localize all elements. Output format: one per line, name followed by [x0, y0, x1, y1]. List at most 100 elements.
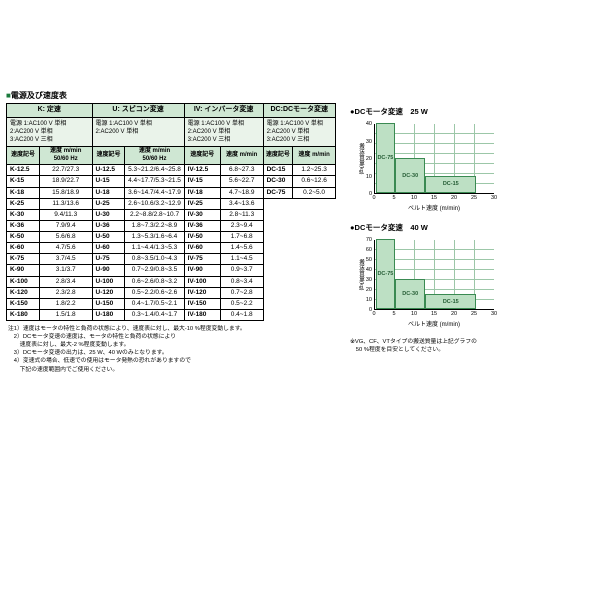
- code-cell: U-180: [92, 309, 125, 320]
- value-cell: 5.6~22.7: [220, 176, 263, 187]
- value-cell: 2.8/3.4: [39, 276, 92, 287]
- value-cell: 3.7/4.5: [39, 254, 92, 265]
- x-tick: 15: [431, 311, 437, 317]
- y-tick: 0: [362, 191, 372, 197]
- power-speed-table: K: 定速U: スピコン変速IV: インバータ変速DC:DCモータ変速電源 1:…: [6, 103, 336, 321]
- sub-header: 速度記号: [263, 147, 293, 165]
- x-axis-label: ベルト速度 (m/min): [374, 319, 494, 328]
- code-cell: U-60: [92, 243, 125, 254]
- value-cell: 0.6~2.6/0.8~3.2: [125, 276, 184, 287]
- code-cell: K-25: [7, 198, 40, 209]
- code-cell: U-15: [92, 176, 125, 187]
- value-cell: 0.2~5.0: [293, 187, 336, 198]
- value-cell: 2.2~8.8/2.8~10.7: [125, 209, 184, 220]
- value-cell: 0.7~2.9/0.8~3.5: [125, 265, 184, 276]
- code-cell: K-15: [7, 176, 40, 187]
- code-cell: U-100: [92, 276, 125, 287]
- y-tick: 50: [362, 257, 372, 263]
- code-cell: IV-150: [184, 298, 220, 309]
- power-lines: 電源 1:AC100 V 単相2:AC200 V 単相: [92, 118, 184, 147]
- power-lines: 電源 1:AC100 V 単相2:AC200 V 単相3:AC200 V 三相: [184, 118, 263, 147]
- group-header: IV: インバータ変速: [184, 104, 263, 118]
- x-tick: 20: [451, 311, 457, 317]
- code-cell: U-30: [92, 209, 125, 220]
- y-tick: 20: [362, 287, 372, 293]
- code-cell: U-25: [92, 198, 125, 209]
- value-cell: 18.9/22.7: [39, 176, 92, 187]
- table-row: K-2511.3/13.6U-252.6~10.6/3.2~12.9IV-253…: [7, 198, 336, 209]
- code-cell: K-60: [7, 243, 40, 254]
- y-tick: 20: [362, 156, 372, 162]
- code-cell: U-150: [92, 298, 125, 309]
- x-tick: 15: [431, 195, 437, 201]
- code-cell: K-120: [7, 287, 40, 298]
- x-tick: 25: [471, 195, 477, 201]
- group-header: U: スピコン変速: [92, 104, 184, 118]
- code-cell: IV-180: [184, 309, 220, 320]
- chart: DC-75DC-30DC-15搬送質量(kg)01020304005101520…: [356, 120, 506, 212]
- code-cell: K-180: [7, 309, 40, 320]
- code-cell: IV-12.5: [184, 165, 220, 176]
- chart-step: DC-15: [425, 176, 476, 194]
- code-cell: IV-30: [184, 209, 220, 220]
- sub-header: 速度 m/min: [220, 147, 263, 165]
- value-cell: 4.7/5.6: [39, 243, 92, 254]
- value-cell: 1.8/2.2: [39, 298, 92, 309]
- right-note: ※VG、CF、VTタイプの搬送質量は上記グラフの 50 %程度を目安としてくださ…: [350, 338, 594, 354]
- value-cell: 0.4~1.7/0.5~2.1: [125, 298, 184, 309]
- value-cell: 22.7/27.3: [39, 165, 92, 176]
- value-cell: 3.1/3.7: [39, 265, 92, 276]
- code-cell: K-12.5: [7, 165, 40, 176]
- value-cell: 1.1~4.4/1.3~5.3: [125, 243, 184, 254]
- x-tick: 20: [451, 195, 457, 201]
- chart-title: ●DCモータ変速 25 W: [350, 106, 594, 117]
- sub-header: 速度記号: [184, 147, 220, 165]
- code-cell: IV-90: [184, 265, 220, 276]
- sub-header: 速度 m/min50/60 Hz: [125, 147, 184, 165]
- code-cell: DC-30: [263, 176, 293, 187]
- value-cell: 3.6~14.7/4.4~17.9: [125, 187, 184, 198]
- code-cell: K-50: [7, 232, 40, 243]
- table-row: K-12.522.7/27.3U-12.55.3~21.2/6.4~25.8IV…: [7, 165, 336, 176]
- value-cell: 4.7~18.9: [220, 187, 263, 198]
- y-tick: 40: [362, 267, 372, 273]
- code-cell: K-18: [7, 187, 40, 198]
- value-cell: 1.5/1.8: [39, 309, 92, 320]
- value-cell: 1.7~6.8: [220, 232, 263, 243]
- code-cell: K-150: [7, 298, 40, 309]
- chart-step: DC-15: [425, 294, 476, 309]
- x-axis-label: ベルト速度 (m/min): [374, 203, 494, 212]
- value-cell: 2.3/2.8: [39, 287, 92, 298]
- code-cell: U-36: [92, 220, 125, 231]
- value-cell: 4.4~17.7/5.3~21.5: [125, 176, 184, 187]
- value-cell: 0.8~3.4: [220, 276, 263, 287]
- code-cell: IV-120: [184, 287, 220, 298]
- code-cell: U-90: [92, 265, 125, 276]
- value-cell: 0.5~2.2/0.6~2.6: [125, 287, 184, 298]
- value-cell: 0.3~1.4/0.4~1.7: [125, 309, 184, 320]
- x-tick: 0: [372, 311, 375, 317]
- power-lines: 電源 1:AC100 V 単相2:AC200 V 単相3:AC200 V 三相: [7, 118, 93, 147]
- value-cell: 0.9~3.7: [220, 265, 263, 276]
- chart-step: DC-30: [395, 279, 425, 309]
- chart-title: ●DCモータ変速 40 W: [350, 222, 594, 233]
- sub-header: 速度 m/min50/60 Hz: [39, 147, 92, 165]
- power-lines: 電源 1:AC100 V 単相2:AC200 V 単相3:AC200 V 三相: [263, 118, 335, 147]
- value-cell: 0.8~3.5/1.0~4.3: [125, 254, 184, 265]
- chart: DC-75DC-30DC-15搬送質量(kg)01020304050607005…: [356, 236, 506, 328]
- code-cell: K-30: [7, 209, 40, 220]
- value-cell: 0.4~1.8: [220, 309, 263, 320]
- value-cell: 1.1~4.5: [220, 254, 263, 265]
- code-cell: IV-60: [184, 243, 220, 254]
- value-cell: 2.8~11.3: [220, 209, 263, 220]
- x-tick: 30: [491, 311, 497, 317]
- code-cell: IV-75: [184, 254, 220, 265]
- empty-area: [263, 198, 335, 320]
- x-tick: 25: [471, 311, 477, 317]
- value-cell: 0.7~2.8: [220, 287, 263, 298]
- chart-step: DC-30: [395, 158, 425, 193]
- code-cell: IV-36: [184, 220, 220, 231]
- x-tick: 0: [372, 195, 375, 201]
- code-cell: DC-75: [263, 187, 293, 198]
- code-cell: IV-18: [184, 187, 220, 198]
